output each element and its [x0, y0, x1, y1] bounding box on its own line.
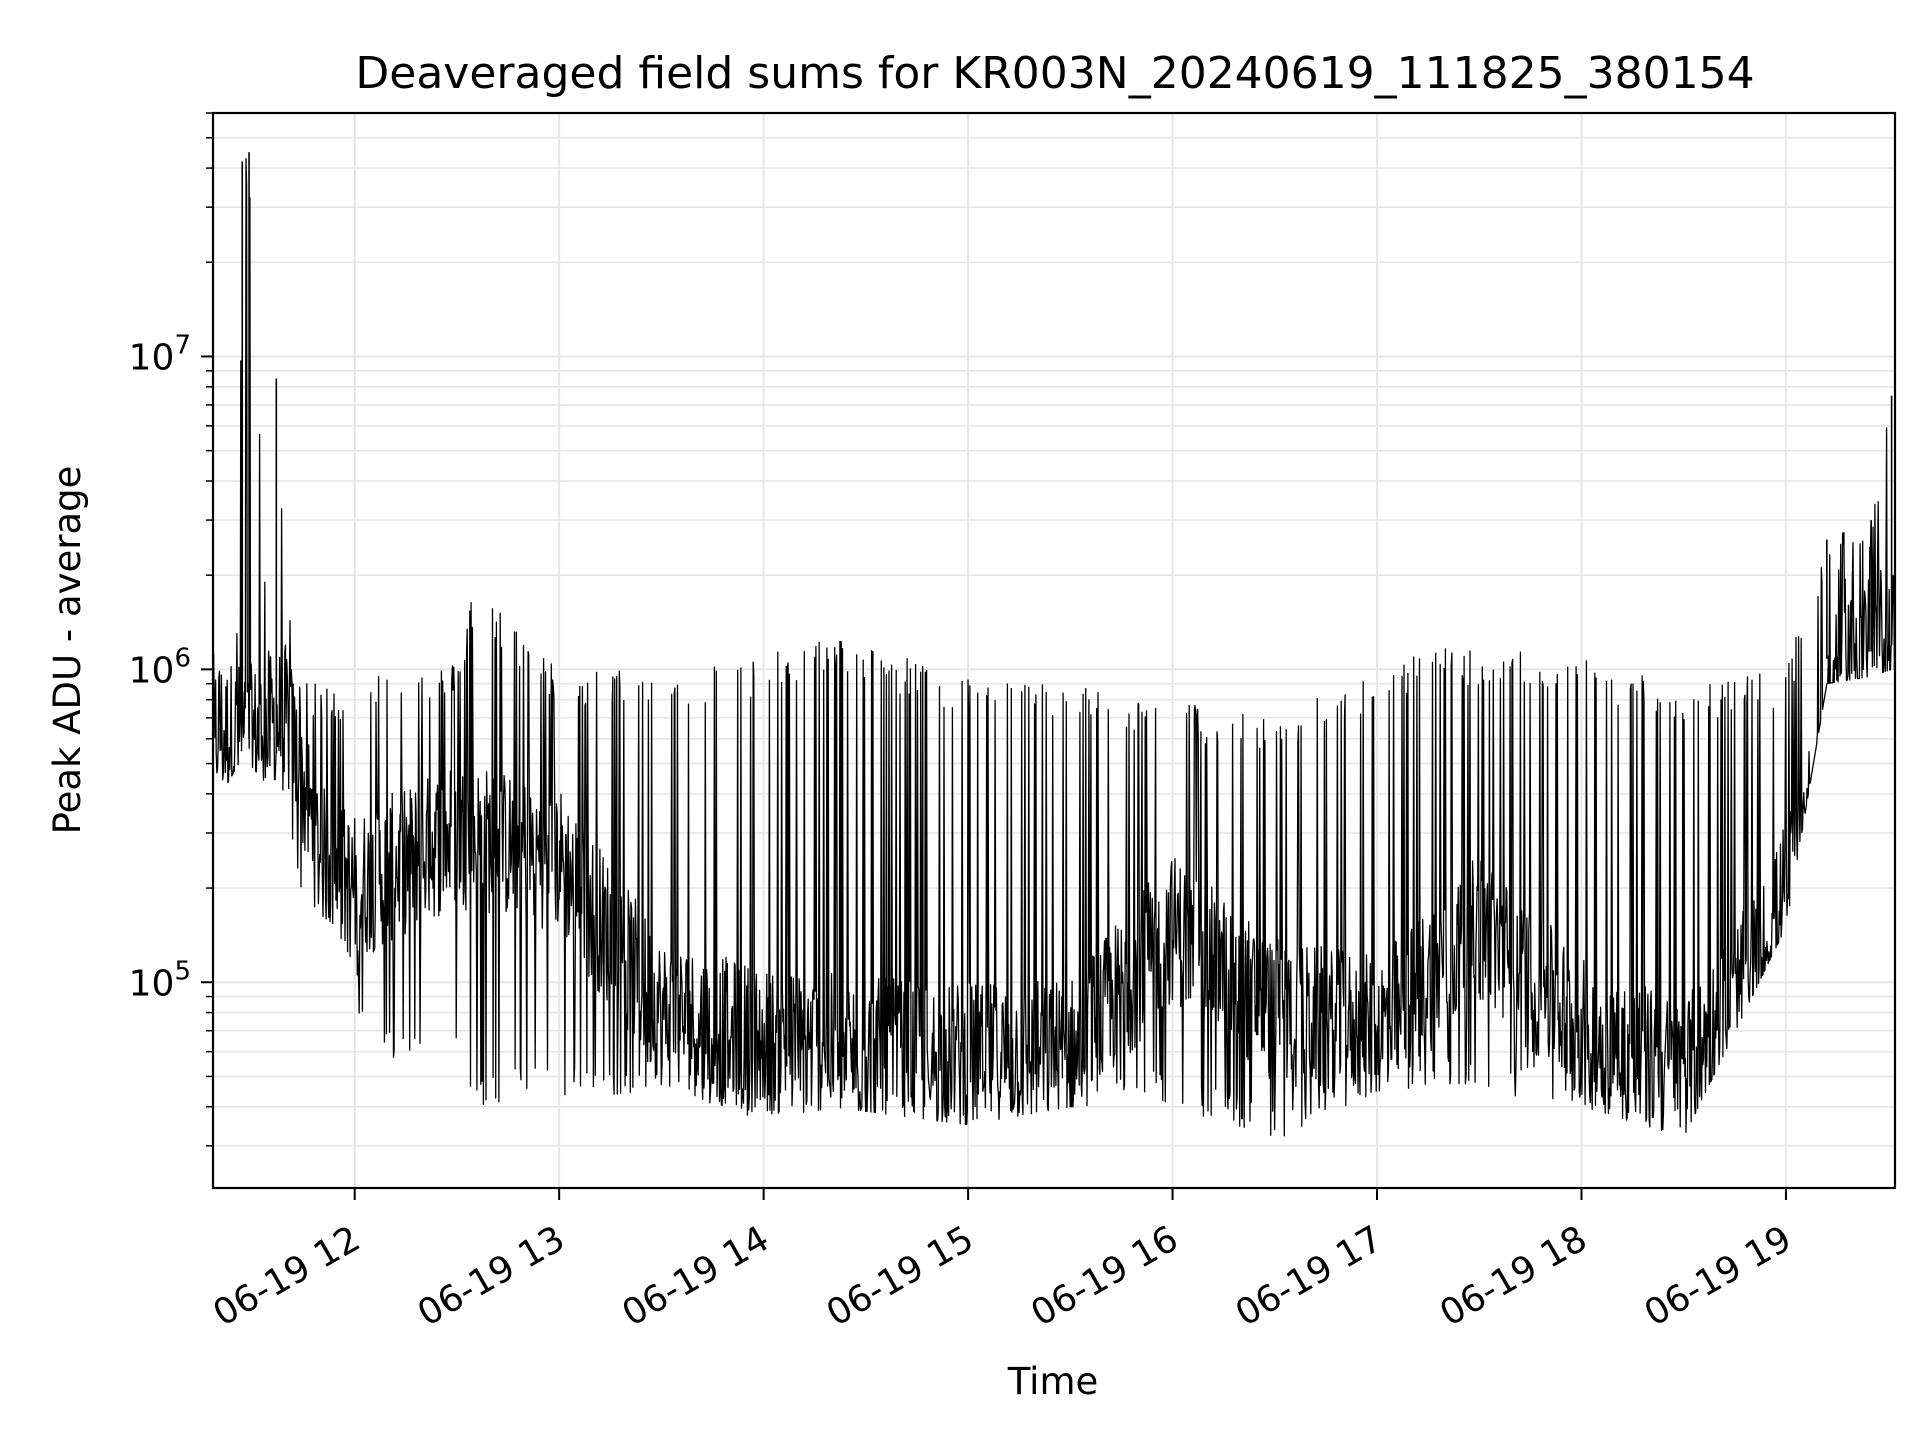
chart-title: Deaveraged field sums for KR003N_2024061…: [355, 48, 1754, 99]
x-axis-label: Time: [1007, 1360, 1099, 1403]
y-tick-label: 105: [129, 956, 191, 1004]
y-axis: 105 106 107: [129, 112, 213, 1147]
plot-frame: [211, 111, 1897, 1190]
y-axis-label: Peak ADU - average: [46, 466, 89, 835]
data-trace: [212, 152, 1896, 1137]
series-line: [212, 157, 1896, 1137]
y-tick-label: 106: [129, 643, 191, 691]
y-tick-label: 107: [129, 330, 191, 378]
